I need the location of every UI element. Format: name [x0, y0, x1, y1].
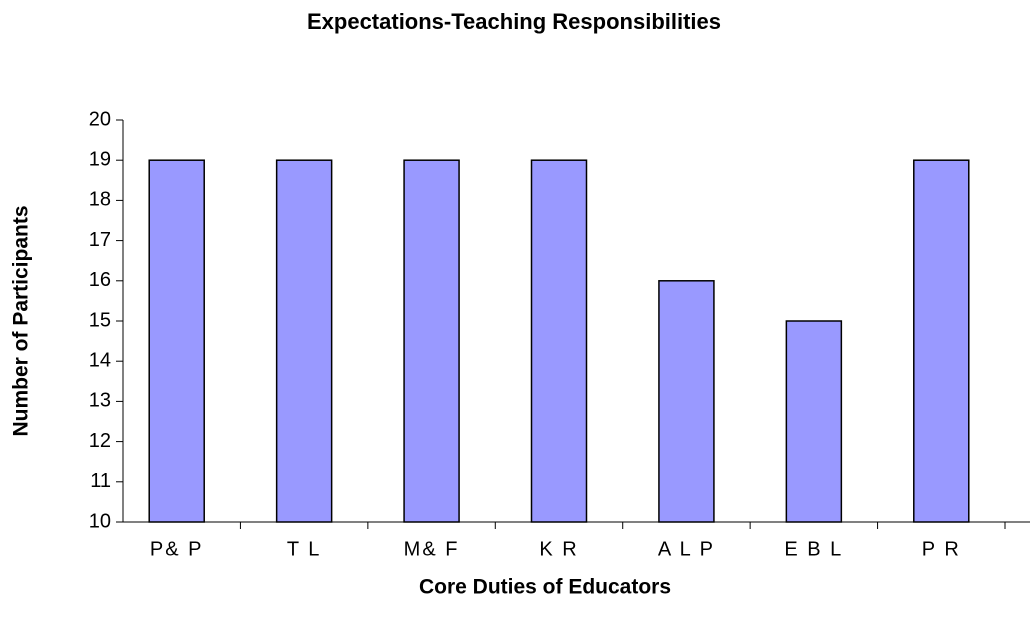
- x-tick-label: E B L: [784, 538, 843, 560]
- x-tick-label: M& F: [404, 538, 460, 560]
- y-tick-label: 18: [89, 189, 111, 211]
- bar: [403, 159, 460, 523]
- y-tick-label: 17: [89, 229, 111, 251]
- x-tick-label: P R: [922, 538, 961, 560]
- bar: [785, 320, 843, 523]
- x-tick-label: A L P: [658, 538, 715, 560]
- y-tick-label: 13: [89, 390, 111, 412]
- x-tick-label: K R: [539, 538, 578, 560]
- y-tick-label: 16: [89, 269, 111, 291]
- x-axis-title: Core Duties of Educators: [419, 576, 671, 599]
- y-axis-title: Number of Participants: [10, 205, 33, 436]
- bar: [275, 159, 333, 523]
- chart-title: Expectations-Teaching Responsibilities: [307, 9, 721, 34]
- x-tick-label: T L: [287, 538, 322, 560]
- y-tick-label: 15: [89, 309, 111, 331]
- y-tick-label: 14: [89, 349, 111, 371]
- bar: [913, 159, 970, 523]
- bar: [148, 159, 205, 523]
- y-tick-label: 10: [89, 510, 111, 532]
- y-tick-label: 20: [89, 108, 111, 130]
- y-tick-label: 11: [90, 470, 111, 492]
- y-tick-label: 12: [89, 430, 111, 452]
- bar: [530, 159, 588, 523]
- bar: [658, 280, 715, 523]
- x-tick-label: P& P: [150, 538, 204, 560]
- y-tick-label: 19: [89, 148, 111, 170]
